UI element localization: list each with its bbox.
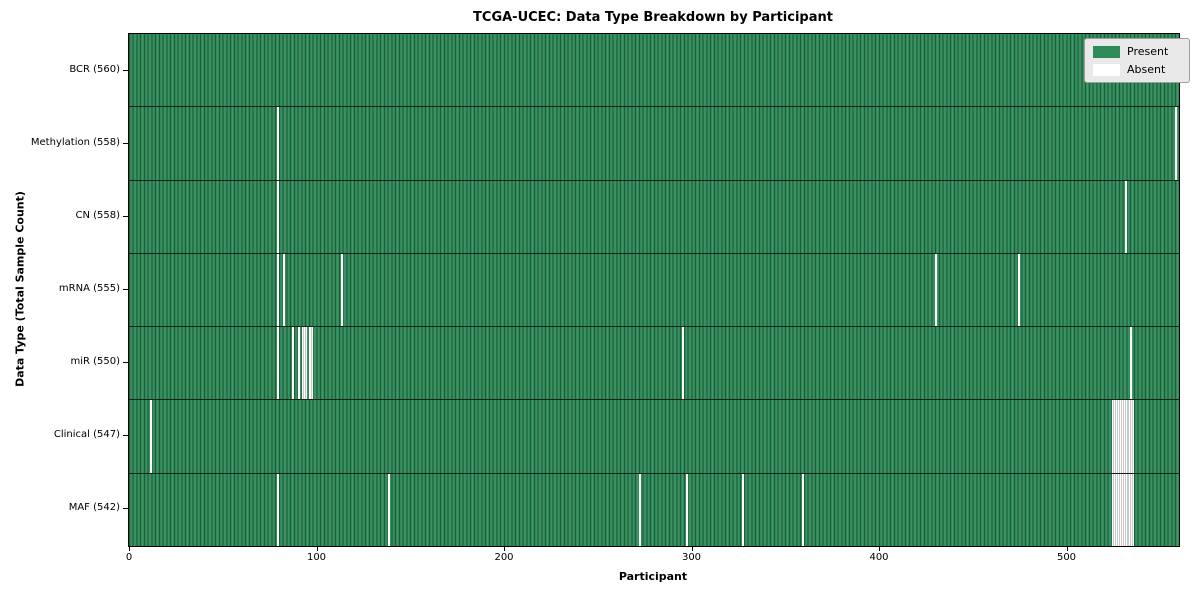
absent-stripe	[277, 180, 280, 253]
absent-stripe	[149, 400, 152, 473]
absent-swatch-icon	[1093, 63, 1120, 76]
absent-stripe	[303, 327, 306, 400]
absent-stripe	[1120, 473, 1123, 546]
y-tick-label: BCR (560)	[69, 63, 120, 75]
heatmap-row-mRNA	[129, 252, 1179, 327]
y-tick-label: CN (558)	[75, 209, 120, 221]
absent-stripe	[1124, 400, 1127, 473]
legend-label-present: Present	[1127, 45, 1169, 58]
heatmap-row-miR	[129, 326, 1179, 400]
absent-stripe	[292, 327, 295, 400]
x-tick-label: 300	[681, 552, 702, 563]
y-tick-label: miR (550)	[70, 356, 120, 368]
x-tick-mark	[1066, 546, 1068, 551]
absent-stripe	[1122, 473, 1125, 546]
heatmap-row-Clinical	[129, 399, 1179, 473]
absent-stripe	[1128, 400, 1131, 473]
absent-stripe	[1113, 473, 1116, 546]
absent-stripe	[1117, 400, 1120, 473]
absent-stripe	[277, 107, 280, 180]
absent-stripe	[340, 253, 343, 327]
heatmap-row-BCR	[129, 34, 1179, 107]
absent-stripe	[1111, 400, 1114, 473]
absent-stripe	[685, 473, 688, 546]
absent-stripe	[682, 327, 685, 400]
y-tick-mark	[123, 142, 128, 144]
absent-stripe	[1120, 400, 1123, 473]
legend: Present Absent	[1084, 38, 1190, 83]
absent-stripe	[1175, 107, 1178, 180]
absent-stripe	[1017, 253, 1020, 327]
absent-stripe	[1130, 473, 1133, 546]
x-axis-label: Participant	[618, 570, 688, 583]
y-tick-mark	[123, 508, 128, 510]
x-tick-label: 400	[869, 552, 889, 563]
absent-stripe	[310, 327, 313, 400]
heatmap-row-CN	[129, 179, 1179, 253]
y-tick-mark	[123, 215, 128, 217]
absent-stripe	[301, 327, 304, 400]
absent-stripe	[1128, 473, 1131, 546]
legend-item-absent: Absent	[1093, 63, 1181, 76]
absent-stripe	[387, 473, 390, 546]
x-tick-mark	[691, 546, 693, 551]
absent-stripe	[277, 473, 280, 546]
x-tick-label: 100	[306, 552, 327, 563]
absent-stripe	[297, 327, 300, 400]
absent-stripe	[1130, 327, 1133, 400]
absent-stripe	[1132, 473, 1135, 546]
absent-stripe	[277, 253, 280, 327]
heatmap-row-Methylation	[129, 106, 1179, 180]
present-swatch-icon	[1093, 45, 1120, 58]
y-tick-mark	[123, 362, 128, 364]
x-tick-label: 500	[1056, 552, 1077, 563]
absent-stripe	[935, 253, 938, 327]
heatmap-row-MAF	[129, 472, 1179, 546]
absent-stripe	[277, 327, 280, 400]
absent-stripe	[1119, 473, 1121, 546]
x-tick-mark	[504, 546, 505, 551]
absent-stripe	[309, 327, 311, 400]
absent-stripe	[1132, 400, 1135, 473]
absent-stripe	[1124, 473, 1127, 546]
absent-stripe	[1124, 180, 1127, 253]
y-tick-mark	[123, 289, 128, 290]
x-tick-label: 0	[125, 552, 133, 563]
absent-stripe	[1117, 473, 1120, 546]
legend-item-present: Present	[1093, 45, 1181, 58]
x-tick-mark	[879, 546, 880, 551]
absent-stripe	[1126, 473, 1129, 546]
y-tick-label: mRNA (555)	[58, 283, 120, 294]
absent-stripe	[742, 473, 745, 546]
y-tick-label: Methylation (558)	[30, 136, 120, 148]
plot-area	[128, 33, 1180, 547]
absent-stripe	[1115, 400, 1118, 473]
y-tick-label: MAF (542)	[68, 502, 120, 514]
absent-stripe	[1111, 473, 1114, 546]
absent-stripe	[1113, 400, 1116, 473]
chart-title: TCGA-UCEC: Data Type Breakdown by Partic…	[473, 10, 833, 25]
x-tick-mark	[129, 546, 130, 551]
x-tick-mark	[316, 546, 318, 551]
absent-stripe	[639, 473, 641, 546]
y-tick-mark	[123, 435, 128, 437]
absent-stripe	[1130, 400, 1133, 473]
legend-label-absent: Absent	[1127, 63, 1166, 76]
absent-stripe	[282, 253, 285, 327]
x-tick-label: 200	[494, 552, 514, 563]
absent-stripe	[1126, 400, 1129, 473]
y-tick-label: Clinical (547)	[53, 429, 120, 441]
absent-stripe	[1122, 400, 1125, 473]
absent-stripe	[1119, 400, 1121, 473]
absent-stripe	[802, 473, 805, 546]
absent-stripe	[1115, 473, 1118, 546]
y-tick-mark	[123, 69, 128, 71]
absent-stripe	[305, 327, 308, 400]
